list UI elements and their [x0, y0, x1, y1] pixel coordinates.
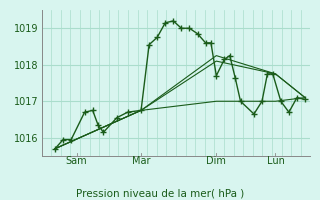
Text: Lun: Lun: [267, 156, 284, 166]
Text: Sam: Sam: [66, 156, 87, 166]
Text: Dim: Dim: [206, 156, 226, 166]
Text: Pression niveau de la mer( hPa ): Pression niveau de la mer( hPa ): [76, 188, 244, 198]
Text: Mar: Mar: [132, 156, 150, 166]
